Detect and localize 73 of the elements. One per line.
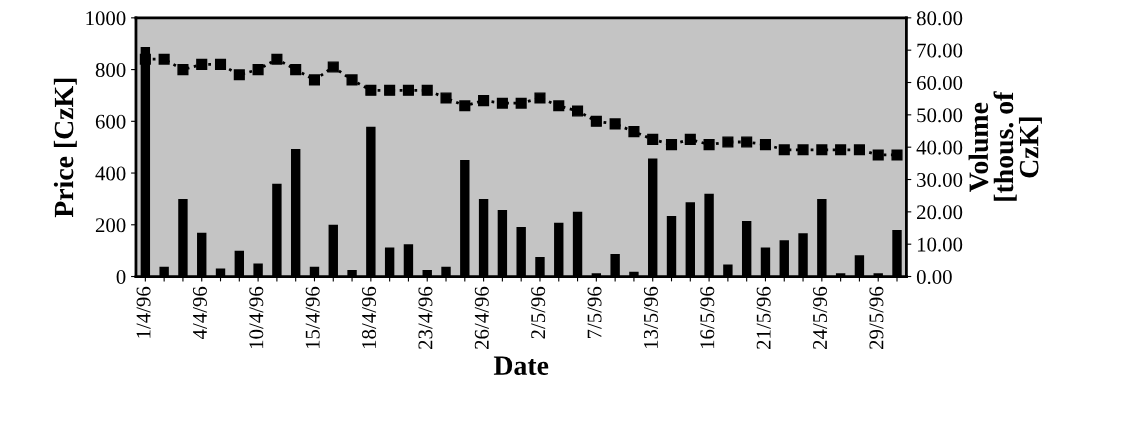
point <box>252 64 264 76</box>
x-tick-label: 13/5/96 <box>643 286 658 349</box>
x-tick-label: 21/5/96 <box>756 286 771 349</box>
y-tick-label: 1000 <box>86 11 126 26</box>
x-tick-label: 16/5/96 <box>700 286 715 349</box>
y2-tick-label: 10.00 <box>917 237 963 252</box>
x-tick-label: 1/4/96 <box>136 286 151 338</box>
point <box>609 118 621 130</box>
point <box>478 95 490 107</box>
x-tick-label: 7/5/96 <box>587 286 602 339</box>
point <box>665 139 678 151</box>
point <box>891 149 903 161</box>
point <box>647 133 659 145</box>
x-axis-title: Date <box>493 356 549 376</box>
point <box>214 58 227 70</box>
point <box>496 97 508 109</box>
point <box>835 144 847 156</box>
point <box>196 58 208 70</box>
x-tick-label: 18/4/96 <box>362 286 377 349</box>
point <box>271 53 283 65</box>
point <box>402 84 414 96</box>
y-tick-label: 600 <box>95 114 126 129</box>
y-tick-label: 400 <box>95 166 126 181</box>
x-tick-label: 15/4/96 <box>305 286 320 349</box>
y2-tick-label: 50.00 <box>917 108 963 123</box>
x-tick-label: 4/4/96 <box>192 286 207 340</box>
point <box>816 144 828 156</box>
point <box>459 100 471 112</box>
point <box>158 53 170 65</box>
point <box>440 92 452 104</box>
point <box>233 69 245 81</box>
y2-tick-label: 0.00 <box>916 269 952 285</box>
y2-axis-title: Volume [thous. of CzK] <box>968 91 1042 201</box>
point <box>308 74 321 86</box>
point <box>722 136 734 148</box>
point <box>534 92 546 104</box>
point <box>139 53 151 65</box>
point <box>177 64 189 76</box>
point <box>421 84 433 96</box>
point <box>759 139 772 151</box>
y-tick-label: 800 <box>95 62 126 78</box>
point <box>384 84 396 96</box>
point <box>853 144 865 156</box>
point <box>290 64 302 76</box>
y2-tick-label: 60.00 <box>917 75 963 91</box>
x-tick-label: 2/5/96 <box>531 286 546 339</box>
y2-tick-label: 20.00 <box>917 205 963 220</box>
point <box>365 84 377 96</box>
point <box>571 105 584 117</box>
point <box>553 100 565 112</box>
x-tick-label: 26/4/96 <box>474 286 489 349</box>
point <box>778 144 790 156</box>
point <box>590 115 602 127</box>
point <box>741 136 753 148</box>
point <box>684 133 696 145</box>
y-tick-label: 0 <box>116 269 126 284</box>
y2-tick-label: 30.00 <box>917 172 963 188</box>
point <box>327 61 339 73</box>
y2-tick-label: 70.00 <box>917 43 963 58</box>
y-tick-label: 200 <box>95 218 126 233</box>
x-tick-label: 10/4/96 <box>249 286 264 349</box>
x-tick-label: 29/5/96 <box>869 286 884 349</box>
point <box>628 126 640 138</box>
point <box>515 97 527 109</box>
point <box>797 144 809 156</box>
x-tick-label: 24/5/96 <box>813 286 828 349</box>
point <box>346 74 358 86</box>
point <box>703 139 715 151</box>
y2-tick-label: 40.00 <box>916 140 963 155</box>
y2-tick-label: 80.00 <box>916 11 963 26</box>
y-axis-title: Price [CzK] <box>53 78 77 218</box>
x-tick-label: 23/4/96 <box>418 286 433 349</box>
point <box>872 149 884 161</box>
